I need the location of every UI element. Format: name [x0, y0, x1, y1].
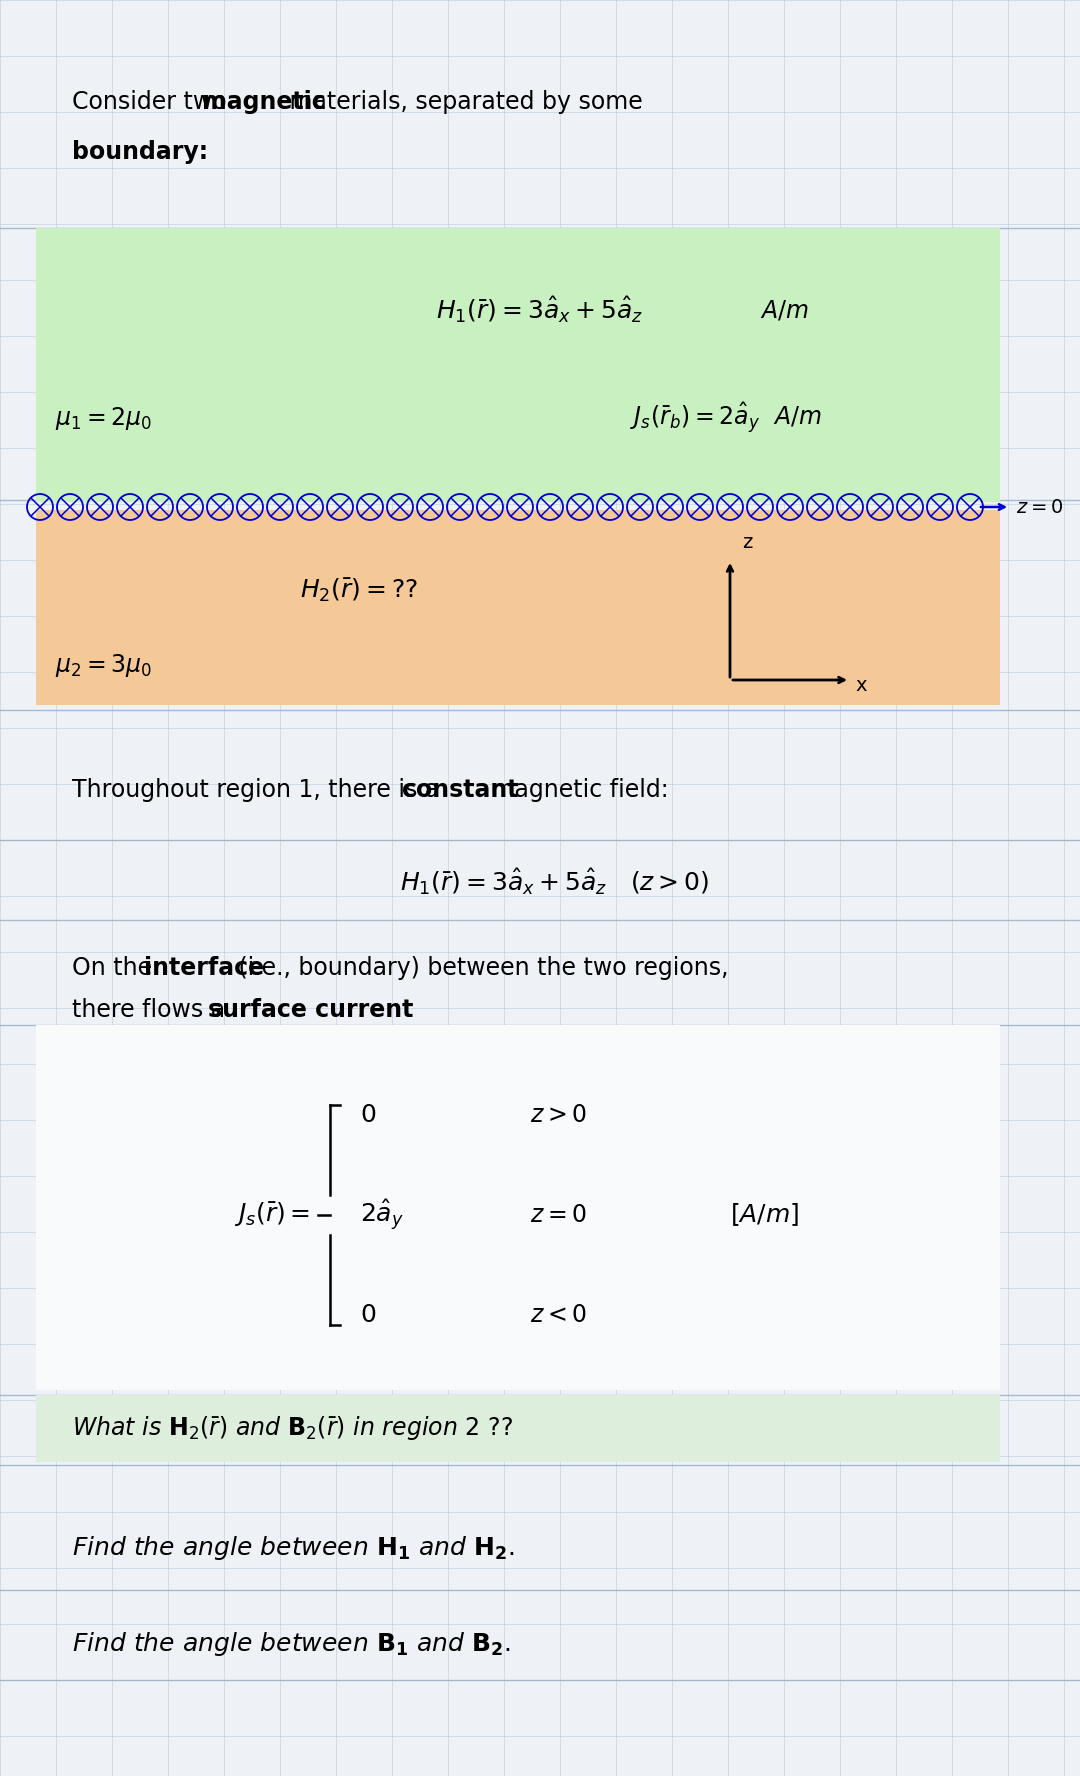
Text: x: x	[855, 675, 866, 694]
Text: $0$: $0$	[360, 1103, 376, 1128]
Text: (i.e., boundary) between the two regions,: (i.e., boundary) between the two regions…	[231, 955, 729, 980]
Text: $H_1(\bar{r})=3\hat{a}_x+5\hat{a}_z\quad (z>0)$: $H_1(\bar{r})=3\hat{a}_x+5\hat{a}_z\quad…	[400, 867, 710, 897]
Text: $\it{Find\ the\ angle\ between}\ \mathbf{H_1}\ \it{and}\ \mathbf{H_2}.$: $\it{Find\ the\ angle\ between}\ \mathbf…	[72, 1534, 514, 1563]
Text: :: :	[356, 998, 364, 1021]
Text: $\mu_1=2\mu_0$: $\mu_1=2\mu_0$	[55, 405, 152, 432]
Text: $0$: $0$	[360, 1304, 376, 1327]
Text: $z<0$: $z<0$	[530, 1304, 586, 1327]
Text: surface current: surface current	[208, 998, 414, 1021]
Text: $\it{What\ is}\ \mathbf{H}_2(\bar{r})\ \it{and}\ \mathbf{B}_2(\bar{r})\ \it{in\ : $\it{What\ is}\ \mathbf{H}_2(\bar{r})\ \…	[72, 1414, 513, 1442]
Text: $A/m$: $A/m$	[760, 298, 809, 321]
Text: On the: On the	[72, 955, 160, 980]
Text: z: z	[742, 533, 753, 552]
Text: $\it{Find\ the\ angle\ between}\ \mathbf{B_1}\ \it{and}\ \mathbf{B_2}.$: $\it{Find\ the\ angle\ between}\ \mathbf…	[72, 1630, 511, 1659]
Text: boundary:: boundary:	[72, 140, 208, 163]
Text: magnetic field:: magnetic field:	[484, 778, 669, 803]
Text: Consider two: Consider two	[72, 91, 234, 114]
Text: $z>0$: $z>0$	[530, 1103, 586, 1128]
Text: materials, separated by some: materials, separated by some	[282, 91, 643, 114]
Text: $z=0$: $z=0$	[1016, 497, 1063, 517]
Text: $H_2(\bar{r})=??$: $H_2(\bar{r})=??$	[300, 577, 418, 604]
Text: $2\hat{a}_y$: $2\hat{a}_y$	[360, 1197, 404, 1233]
Text: $[A/m]$: $[A/m]$	[730, 1202, 799, 1229]
Bar	[36, 1394, 1000, 1462]
Bar	[36, 227, 1000, 503]
Text: $H_1(\bar{r})=3\hat{a}_x+5\hat{a}_z$: $H_1(\bar{r})=3\hat{a}_x+5\hat{a}_z$	[436, 295, 644, 325]
Text: interface: interface	[144, 955, 265, 980]
Text: magnetic: magnetic	[202, 91, 326, 114]
Text: $z=0$: $z=0$	[530, 1202, 586, 1227]
Text: there flows a: there flows a	[72, 998, 232, 1021]
Text: constant: constant	[402, 778, 518, 803]
Bar	[36, 1025, 1000, 1391]
Text: $J_s(\bar{r}_b)=2\hat{a}_y\ \ A/m$: $J_s(\bar{r}_b)=2\hat{a}_y\ \ A/m$	[630, 400, 822, 435]
Text: $\mu_2=3\mu_0$: $\mu_2=3\mu_0$	[55, 652, 152, 678]
Text: $J_s(\bar{r})=$: $J_s(\bar{r})=$	[233, 1201, 310, 1229]
Bar	[36, 510, 1000, 705]
Text: Throughout region 1, there is a: Throughout region 1, there is a	[72, 778, 447, 803]
